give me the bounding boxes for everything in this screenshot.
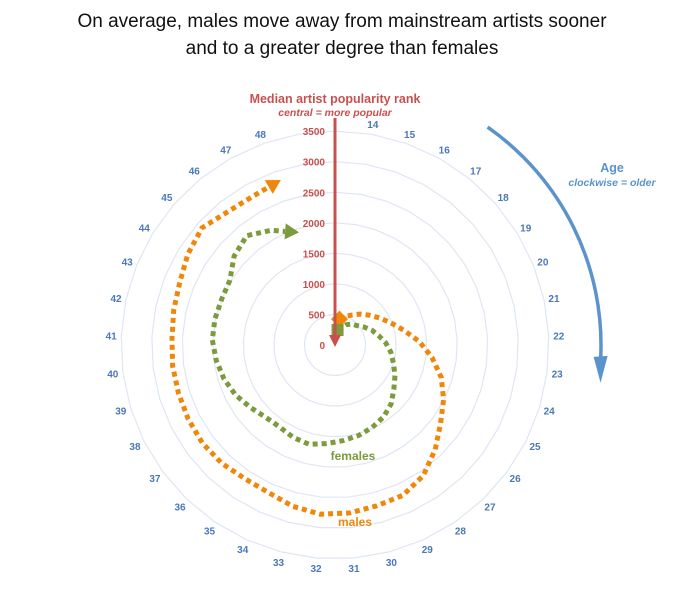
angular-axis-label: Age [600, 161, 624, 175]
grid-ring [181, 191, 489, 498]
age-tick-label: 35 [204, 527, 216, 538]
age-tick-label: 44 [139, 224, 151, 235]
radial-axis-label: Median artist popularity rank [250, 92, 421, 106]
title-line-1: On average, males move away from mainstr… [77, 11, 607, 32]
age-tick-label: 32 [310, 564, 322, 575]
age-tick-label: 16 [439, 145, 451, 156]
series-line-females [209, 227, 398, 447]
series-label-females: females [331, 449, 376, 463]
age-tick-label: 36 [174, 503, 186, 514]
age-tick-label: 42 [110, 294, 122, 305]
radial-tick-label: 1000 [303, 280, 326, 291]
series-start-marker-females [331, 323, 344, 336]
radial-tick-label: 0 [319, 341, 325, 352]
grid-ring [242, 252, 428, 437]
age-tick-label: 21 [548, 294, 560, 305]
series-line-males [169, 184, 447, 517]
age-tick-label: 27 [484, 503, 496, 514]
age-tick-label: 28 [455, 527, 467, 538]
age-tick-label: 15 [404, 130, 416, 141]
age-tick-label: 17 [470, 167, 482, 178]
age-tick-label: 39 [115, 407, 127, 418]
radial-tick-label: 2500 [303, 188, 326, 199]
age-tick-label: 34 [237, 545, 249, 556]
chart-title: On average, males move away from mainstr… [0, 8, 684, 62]
age-tick-label: 33 [273, 558, 285, 569]
age-tick-label: 26 [510, 474, 522, 485]
age-tick-label: 23 [552, 369, 564, 380]
age-tick-label: 38 [129, 442, 141, 453]
radial-tick-label: 3000 [303, 158, 326, 169]
age-tick-label: 14 [367, 120, 379, 131]
grid-ring [151, 161, 519, 529]
age-tick-label: 43 [122, 257, 134, 268]
age-tick-label: 30 [386, 558, 398, 569]
radial-tick-label: 3500 [303, 127, 326, 138]
radial-axis-sublabel: central = more popular [278, 107, 392, 119]
age-tick-label: 18 [498, 193, 510, 204]
age-tick-label: 45 [161, 193, 173, 204]
age-tick-label: 31 [348, 564, 360, 575]
age-tick-label: 40 [107, 369, 119, 380]
age-tick-label: 22 [553, 331, 565, 342]
age-arc-arrowhead [593, 355, 608, 383]
age-tick-label: 29 [422, 545, 434, 556]
age-tick-label: 25 [529, 442, 541, 453]
radial-tick-label: 500 [308, 310, 325, 321]
series-arrowhead-males [264, 179, 281, 194]
age-tick-label: 48 [255, 130, 267, 141]
title-line-2: and to a greater degree than females [185, 38, 499, 59]
grid-ring [273, 283, 397, 407]
age-tick-label: 46 [189, 167, 201, 178]
age-tick-label: 47 [220, 145, 232, 156]
age-tick-label: 19 [520, 224, 532, 235]
age-tick-label: 24 [544, 407, 556, 418]
age-arc [486, 125, 603, 360]
grid-ring [303, 313, 367, 376]
series-label-males: males [338, 515, 372, 529]
age-tick-label: 41 [106, 331, 118, 342]
series-arrowhead-females [284, 223, 300, 240]
angular-axis-sublabel: clockwise = older [568, 177, 656, 189]
age-tick-label: 20 [537, 257, 549, 268]
radial-tick-label: 2000 [303, 219, 326, 230]
radial-tick-label: 1500 [303, 249, 326, 260]
radial-axis-arrowhead [329, 335, 341, 347]
age-tick-label: 37 [149, 474, 161, 485]
grid-ring [120, 130, 550, 559]
